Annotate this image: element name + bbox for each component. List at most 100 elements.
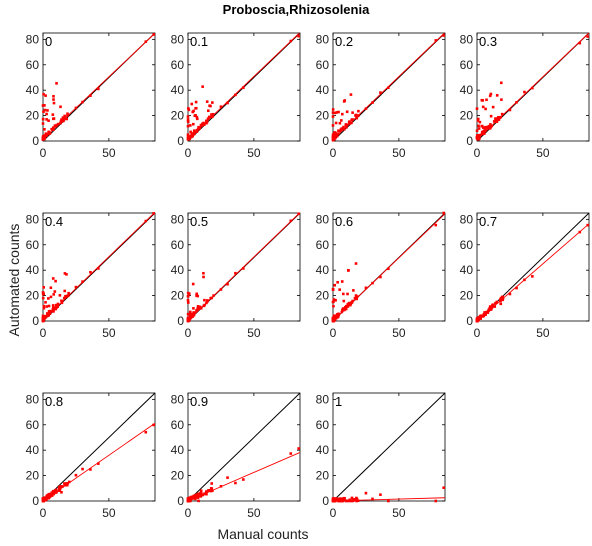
data-point	[331, 133, 335, 136]
data-point	[45, 112, 48, 116]
data-point	[52, 489, 55, 493]
data-point	[494, 301, 497, 305]
y-tick-label: 40	[316, 443, 330, 457]
data-point	[345, 110, 349, 114]
data-point	[204, 491, 208, 494]
data-point	[500, 112, 504, 116]
panel-5: 0 20 40 60 80 0 50 0.5	[171, 212, 301, 340]
x-tick-label: 50	[247, 506, 261, 520]
data-point	[355, 116, 358, 120]
data-point	[189, 497, 193, 501]
panel-7: 0 20 40 60 80 0 50 0.7	[460, 212, 590, 340]
y-tick-label: 80	[171, 32, 185, 46]
data-point	[334, 298, 337, 302]
y-tick-label: 20	[171, 469, 185, 483]
data-point	[339, 119, 343, 122]
panel-6: 0 20 40 60 80 0 50 0.6	[316, 211, 446, 340]
data-point	[41, 291, 45, 294]
data-point	[476, 119, 480, 122]
y-tick-label: 0	[177, 494, 184, 508]
data-point	[207, 489, 210, 492]
data-point	[201, 85, 204, 88]
data-point	[56, 302, 60, 306]
fit-line	[42, 32, 156, 140]
data-point	[199, 123, 203, 127]
panel-axes-box	[187, 32, 301, 142]
data-point	[209, 104, 212, 108]
fit-line	[332, 213, 446, 322]
panel-axes-box	[187, 212, 301, 322]
data-point	[186, 118, 190, 121]
y-tick-label: 80	[460, 32, 474, 46]
data-point	[50, 494, 54, 497]
data-point	[341, 308, 344, 312]
y-tick-label: 40	[26, 83, 40, 97]
data-point	[51, 277, 55, 280]
identity-line	[187, 392, 301, 502]
data-point	[332, 298, 336, 301]
data-point	[349, 303, 352, 307]
data-point	[207, 115, 211, 119]
data-point	[434, 223, 438, 227]
data-point	[350, 496, 354, 500]
data-point	[44, 94, 47, 97]
panel-3: 0 20 40 60 80 0 50 0.3	[460, 32, 590, 160]
data-point	[488, 306, 491, 310]
data-point	[331, 108, 335, 111]
data-point	[226, 101, 229, 105]
data-point	[194, 100, 198, 104]
data-point	[210, 113, 213, 116]
data-point	[489, 114, 493, 118]
panel-axes-box	[42, 392, 156, 502]
data-point	[341, 126, 345, 130]
data-point	[481, 126, 485, 129]
y-tick-label: 0	[32, 134, 39, 148]
data-point	[74, 285, 78, 289]
data-point	[379, 275, 382, 279]
data-point	[333, 111, 337, 115]
data-point	[485, 98, 488, 102]
y-tick-label: 60	[316, 58, 330, 72]
data-point	[364, 491, 368, 495]
data-point	[491, 105, 495, 109]
data-point	[342, 292, 345, 296]
x-tick-label: 50	[392, 506, 406, 520]
data-point	[355, 297, 359, 301]
data-point	[89, 468, 92, 471]
data-point	[442, 34, 445, 37]
data-point	[346, 292, 349, 296]
data-point	[194, 493, 198, 497]
data-point	[199, 489, 203, 493]
data-point	[478, 120, 482, 124]
panel-axes-box	[42, 212, 156, 322]
data-point	[495, 301, 499, 304]
y-tick-label: 0	[466, 134, 473, 148]
data-point	[42, 286, 45, 289]
x-tick-label: 50	[247, 146, 261, 160]
data-point	[476, 117, 480, 121]
data-point	[475, 129, 479, 133]
data-point	[531, 275, 534, 278]
data-point	[65, 483, 69, 487]
x-tick-label: 50	[536, 326, 550, 340]
data-point	[45, 118, 48, 121]
x-tick-label: 50	[247, 326, 261, 340]
data-point	[56, 305, 60, 308]
data-point	[42, 292, 46, 296]
y-tick-label: 20	[26, 469, 40, 483]
data-point	[55, 123, 59, 127]
data-point	[194, 106, 198, 110]
x-tick-label: 0	[40, 146, 47, 160]
y-tick-label: 60	[26, 418, 40, 432]
data-point	[187, 135, 191, 139]
data-point	[52, 293, 56, 296]
data-point	[478, 316, 481, 320]
data-point	[342, 497, 345, 501]
identity-line	[42, 212, 156, 322]
data-point	[193, 132, 196, 136]
y-tick-label: 20	[460, 289, 474, 303]
data-point	[332, 319, 335, 323]
panel-axes-box	[187, 392, 301, 502]
data-point	[59, 105, 62, 109]
data-point	[434, 499, 438, 503]
